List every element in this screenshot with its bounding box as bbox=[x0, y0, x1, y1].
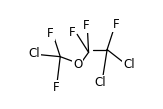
Text: Cl: Cl bbox=[123, 58, 135, 71]
Text: Cl: Cl bbox=[28, 47, 40, 60]
Text: O: O bbox=[73, 58, 82, 71]
Text: F: F bbox=[47, 27, 54, 40]
Text: F: F bbox=[112, 18, 119, 31]
Text: F: F bbox=[83, 19, 90, 32]
Text: F: F bbox=[53, 81, 59, 94]
Text: F: F bbox=[68, 26, 75, 39]
Text: Cl: Cl bbox=[95, 76, 106, 89]
